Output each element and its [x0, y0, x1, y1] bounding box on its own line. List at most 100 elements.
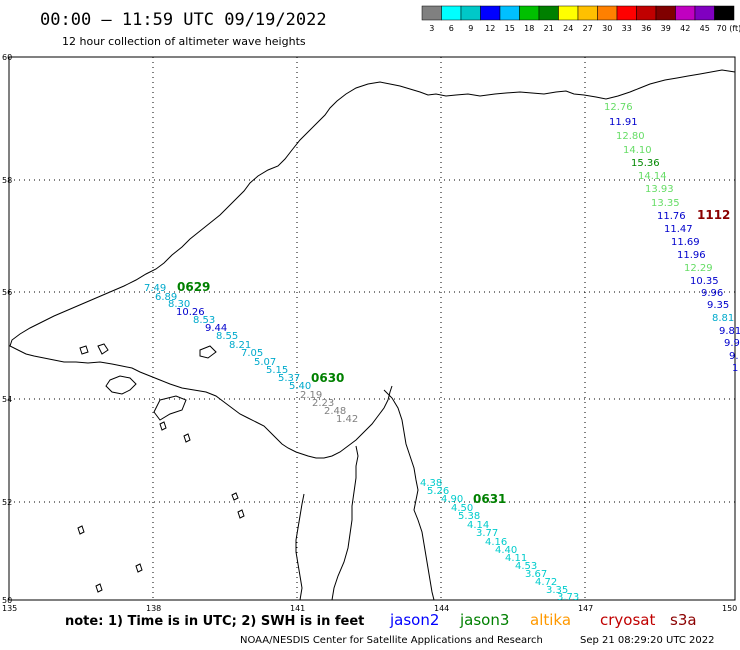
swh-value: 9.96: [701, 288, 723, 299]
swh-value: 4.50: [451, 503, 473, 514]
scale-label: 70 (ft): [717, 24, 740, 33]
scale-swatch: [655, 5, 676, 21]
color-scale-legend: 3 6 9 12 15 18 21 24 27 30 33 36 39 42 45 70 (ft): [421, 5, 740, 33]
scale-label: 6: [449, 24, 454, 33]
collection-subtitle: 12 hour collection of altimeter wave hei…: [62, 35, 306, 48]
swh-value: 14.14: [638, 171, 667, 182]
swh-value: 4.14: [467, 520, 489, 531]
scale-label: 3: [429, 24, 434, 33]
satellite-jason3: jason3: [459, 611, 509, 629]
lat-label: 50: [2, 596, 12, 605]
swh-value: 3.35: [546, 585, 568, 596]
swh-value: 1.42: [336, 414, 358, 425]
lon-label: 138: [146, 604, 161, 613]
scale-label: 36: [641, 24, 651, 33]
credit-text: NOAA/NESDIS Center for Satellite Applica…: [240, 635, 543, 646]
swh-value: 3.67: [525, 569, 547, 580]
footer-note: note: 1) Time is in UTC; 2) SWH is in fe…: [65, 614, 364, 629]
scale-swatch: [577, 5, 598, 21]
swh-value: 5.37: [278, 373, 300, 384]
coastline: [9, 69, 736, 601]
scale-label: 12: [485, 24, 495, 33]
lat-label: 56: [2, 288, 12, 297]
swh-value: 8.53: [193, 315, 215, 326]
scale-swatch: [714, 5, 735, 21]
scale-swatch: [499, 5, 520, 21]
swh-value: 13.35: [651, 198, 680, 209]
swh-value: 11.91: [609, 117, 638, 128]
scale-swatch: [675, 5, 696, 21]
swh-value: 9.35: [707, 300, 729, 311]
scale-swatch: [636, 5, 657, 21]
swh-value: 4.38: [420, 478, 442, 489]
scale-swatch: [480, 5, 501, 21]
swh-value: 10.26: [176, 307, 205, 318]
scale-swatch: [558, 5, 579, 21]
swh-value: 9.9: [724, 338, 740, 349]
swh-value: 5.40: [289, 381, 311, 392]
scale-swatch: [694, 5, 715, 21]
swh-value: 3.77: [476, 528, 498, 539]
swh-value: 12.29: [684, 263, 713, 274]
scale-swatch: [538, 5, 559, 21]
swh-value: 2.48: [324, 406, 346, 417]
latitude-labels: 60 58 56 54 52 50: [2, 53, 12, 605]
lon-label: 135: [2, 604, 17, 613]
swh-value: 12.76: [604, 102, 633, 113]
swh-value: 4.90: [441, 494, 463, 505]
generation-timestamp: Sep 21 08:29:20 UTC 2022: [580, 635, 714, 646]
pass-id-0629: 0629: [177, 280, 210, 294]
scale-swatch: [597, 5, 618, 21]
swh-value: 10.35: [690, 276, 719, 287]
lon-label: 147: [578, 604, 593, 613]
scale-label: 21: [544, 24, 554, 33]
pass-id-0631: 0631: [473, 492, 506, 506]
scale-label: 18: [524, 24, 534, 33]
scale-swatch: [460, 5, 481, 21]
longitude-labels: 135 138 141 144 147 150: [2, 604, 737, 613]
lat-label: 52: [2, 498, 12, 507]
swh-value: 4.16: [485, 537, 507, 548]
swh-value: 11.47: [664, 224, 693, 235]
pass-id-0630: 0630: [311, 371, 344, 385]
lat-label: 58: [2, 176, 12, 185]
swh-value: 8.30: [168, 299, 190, 310]
satellite-cryosat: cryosat: [600, 611, 655, 629]
swh-value: 4.40: [495, 545, 517, 556]
satellite-s3a: s3a: [670, 611, 697, 629]
lon-label: 141: [290, 604, 305, 613]
swh-value: 5.26: [427, 486, 449, 497]
satellite-legend: jason2 jason3 altika cryosat s3a: [389, 611, 697, 629]
scale-label: 24: [563, 24, 573, 33]
swh-value: 11.76: [657, 211, 686, 222]
swh-value: 7.05: [241, 348, 263, 359]
pass-ids: 0629 0630 0631 1112: [177, 208, 730, 506]
lat-label: 60: [2, 53, 12, 62]
swh-value: 6.89: [155, 292, 177, 303]
pass-id-1112: 1112: [697, 208, 730, 222]
scale-label: 33: [622, 24, 632, 33]
scale-label: 39: [661, 24, 671, 33]
swh-value: 4.72: [535, 577, 557, 588]
scale-swatch: [441, 5, 462, 21]
graticule: [9, 57, 735, 600]
swh-value: 9.81: [719, 326, 740, 337]
swh-value: 13.93: [645, 184, 674, 195]
swh-value: 14.10: [623, 145, 652, 156]
satellite-jason2: jason2: [389, 611, 439, 629]
swh-value: 11.69: [671, 237, 700, 248]
swh-value: 2.23: [312, 398, 334, 409]
lon-label: 144: [434, 604, 449, 613]
lat-label: 54: [2, 395, 12, 404]
swh-value: 3.73: [557, 592, 579, 603]
swh-value: 15.36: [631, 158, 660, 169]
swh-value: 4.11: [505, 553, 527, 564]
satellite-altika: altika: [530, 611, 571, 629]
swh-value: 8.55: [216, 331, 238, 342]
scale-swatch: [421, 5, 442, 21]
swh-value: 7.49: [144, 283, 166, 294]
wave-height-labels: 12.76 11.91 12.80 14.10 15.36 14.14 13.9…: [144, 102, 740, 603]
scale-swatch: [519, 5, 540, 21]
scale-label: 9: [468, 24, 473, 33]
